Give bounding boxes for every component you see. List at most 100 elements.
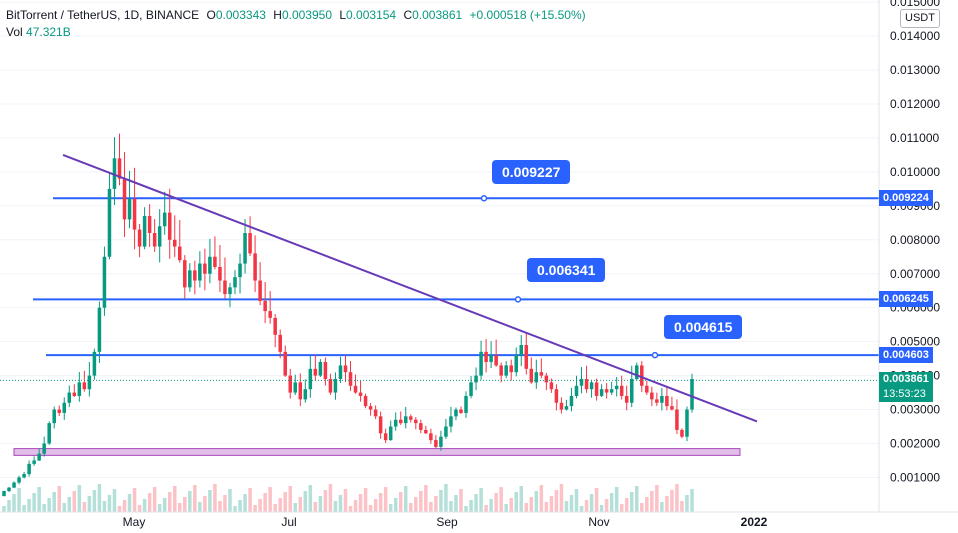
candle-body — [363, 395, 368, 407]
candle-body — [268, 311, 272, 318]
close-value: 0.003861 — [412, 8, 463, 22]
candle-body — [12, 482, 16, 488]
volume-bar — [680, 501, 684, 512]
candle-body — [263, 300, 267, 312]
volume-bar — [97, 484, 102, 512]
high-label: H — [273, 8, 282, 22]
trendline[interactable] — [62, 153, 758, 423]
candle-body — [298, 382, 303, 400]
time-tick-label: Jul — [281, 515, 296, 529]
candle-body — [655, 399, 659, 403]
candle-body — [157, 226, 162, 247]
candle-body — [429, 433, 433, 441]
candle-body — [645, 385, 649, 393]
candle-body — [690, 378, 694, 410]
candle-body — [609, 389, 614, 393]
volume-bar — [539, 485, 544, 512]
currency-badge[interactable]: USDT — [900, 9, 940, 28]
candle-body — [117, 158, 122, 179]
price-tick-label: 0.007000 — [890, 267, 940, 281]
volume-bar — [293, 503, 298, 512]
volume-bar — [640, 503, 644, 512]
volume-bar — [157, 504, 162, 512]
volume-bar — [208, 490, 212, 512]
candle-body — [434, 440, 438, 447]
level-callout-2[interactable]: 0.006341 — [527, 258, 606, 282]
candle-body — [338, 365, 343, 379]
level-callout-1[interactable]: 0.009227 — [492, 160, 571, 184]
price-tick-label: 0.003000 — [890, 403, 940, 417]
candle-body — [72, 392, 77, 396]
volume-bar — [444, 484, 448, 512]
candle-body — [479, 351, 483, 376]
close-label: C — [403, 8, 413, 22]
level-anchor[interactable] — [651, 351, 659, 359]
candle-body — [409, 416, 413, 420]
volume-bar — [373, 499, 378, 512]
volume-bar — [454, 495, 458, 512]
level-callout-3[interactable]: 0.004615 — [664, 315, 743, 339]
symbol-title: BitTorrent / TetherUS, 1D, BINANCE — [6, 8, 200, 22]
candle-body — [624, 395, 629, 403]
volume-bar — [685, 495, 689, 512]
volume-bar — [655, 485, 659, 512]
volume-bar — [524, 503, 529, 512]
open-label: O — [206, 8, 216, 22]
candle-body — [293, 382, 298, 393]
candle-body — [439, 436, 443, 447]
volume-bar — [218, 501, 222, 512]
candle-body — [419, 423, 423, 430]
time-axis[interactable]: May Jul Sep Nov 2022 — [123, 515, 768, 529]
candle-body — [484, 351, 488, 363]
volume-bar — [92, 490, 97, 512]
volume-bar — [429, 502, 433, 512]
price-axis[interactable]: 0.015000 0.014000 0.013000 0.012000 0.011000… — [890, 0, 940, 484]
candle-body — [594, 382, 599, 396]
candle-body — [37, 453, 41, 461]
volume-bar — [77, 485, 82, 512]
volume-bar — [17, 488, 21, 512]
volume-bar — [690, 489, 694, 512]
candle-body — [62, 402, 67, 413]
volume-bar — [318, 496, 323, 512]
volume-bar — [122, 500, 127, 512]
price-tick-label: 0.008000 — [890, 233, 940, 247]
volume-bar — [198, 502, 202, 512]
volume-bar — [629, 492, 634, 512]
level-axis-label-1: 0.009224 — [879, 190, 933, 207]
candle-body — [373, 409, 378, 417]
volume-bar — [213, 484, 217, 512]
candle-body — [353, 385, 358, 393]
level-anchor[interactable] — [514, 296, 522, 303]
volume-bar — [323, 490, 328, 512]
candle-body — [444, 426, 448, 437]
volume-bar — [328, 484, 333, 512]
open-value: 0.003343 — [215, 8, 266, 22]
candle-body — [524, 345, 529, 369]
volume-bar — [619, 504, 624, 512]
candle-body — [599, 389, 604, 396]
volume-bar — [172, 486, 177, 512]
candle-body — [52, 409, 56, 424]
volume-bar — [7, 500, 11, 512]
symbol-header: BitTorrent / TetherUS, 1D, BINANCE O0.00… — [6, 8, 590, 22]
level-anchor[interactable] — [480, 194, 488, 202]
candle-body — [42, 443, 46, 454]
volume-bar — [343, 489, 348, 512]
candle-body — [489, 355, 493, 363]
volume-bar — [434, 496, 438, 512]
volume-bar — [127, 494, 132, 512]
candle-body — [675, 409, 679, 430]
volume-bar — [494, 493, 498, 512]
support-zone[interactable] — [13, 448, 741, 456]
volume-bar — [439, 490, 443, 512]
volume-bar — [383, 487, 388, 512]
candle-body — [238, 263, 242, 278]
candle-body — [424, 429, 428, 434]
volume-bar — [584, 500, 589, 512]
candle-body — [554, 389, 559, 403]
candle-body — [509, 365, 513, 373]
volume-bar — [574, 489, 579, 512]
horizontal-levels[interactable] — [33, 194, 879, 359]
